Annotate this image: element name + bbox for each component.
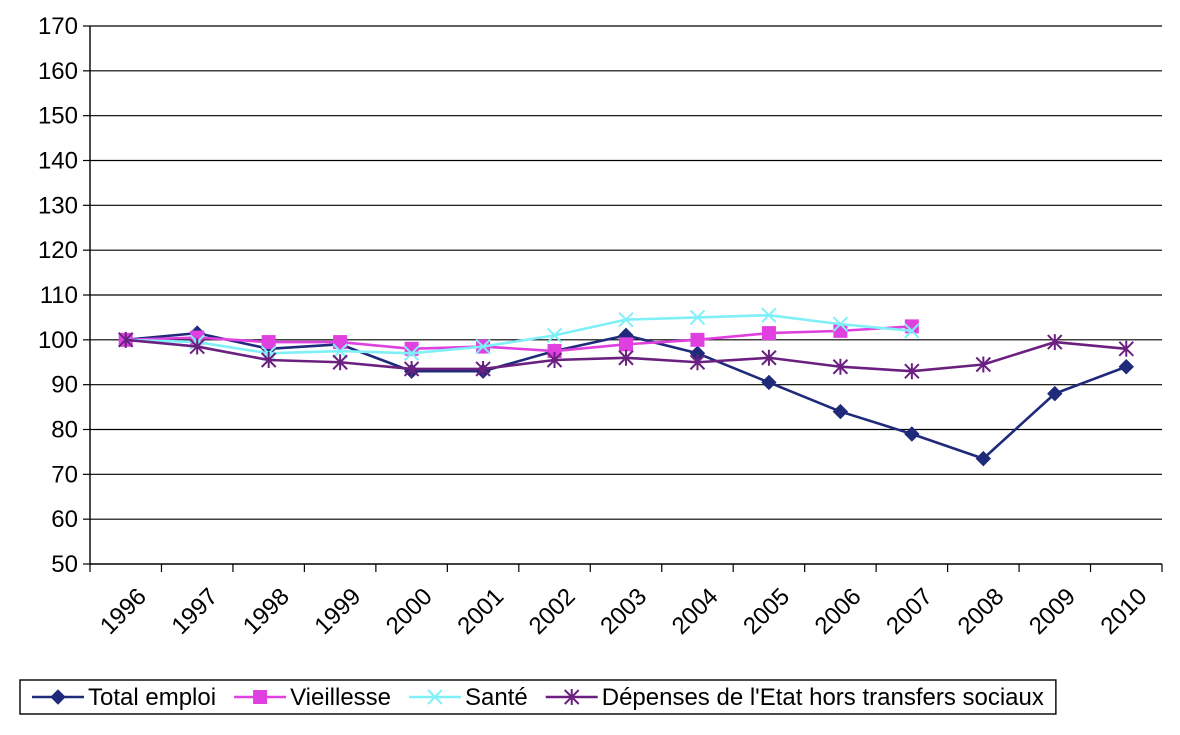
data-point [333,335,348,350]
data-point [118,331,134,348]
y-tick-label: 70 [51,461,78,488]
legend-label: Total emploi [88,684,216,711]
data-point [761,374,777,391]
x-tick-label: 2000 [381,583,438,640]
data-point [690,332,705,347]
legend-item: Santé [409,684,528,711]
data-point [761,349,777,366]
y-tick-label: 110 [40,282,78,309]
legend-frame [19,679,1057,715]
y-tick-label: 60 [51,506,78,533]
data-point [904,363,920,380]
legend-label: Vieillesse [290,684,391,711]
y-tick-label: 140 [38,148,78,175]
data-point [475,360,491,377]
gridlines [90,25,1162,520]
x-tick-label: 2010 [1096,583,1153,640]
data-point [618,311,634,328]
data-point [689,354,706,371]
legend: Total emploi Vieillesse Santé Dépenses de l… [19,679,1057,715]
data-point [975,450,992,467]
series-line [125,325,912,353]
y-tick-label: 50 [51,551,78,578]
data-point [546,327,563,344]
y-tick-label: 120 [38,237,78,264]
x-tick-label: 2006 [810,583,867,640]
legend-label: Dépenses de l'Etat hors transfers sociau… [602,684,1044,711]
data-point [253,690,268,704]
y-tick-label: 150 [38,103,78,130]
series-line [125,313,912,355]
x-axis-ticks: 1996 1997 1998 1999 2000 2001 2002 2003 2004 2005… [89,564,1163,640]
data-point [618,349,634,366]
x-tick-label: 1999 [309,583,366,640]
x-tick-label: 1997 [166,583,223,640]
x-tick-label: 2007 [881,583,938,640]
data-point [904,323,920,339]
x-tick-label: 2003 [595,583,652,640]
data-point [1118,359,1134,375]
y-tick-label: 170 [38,13,78,40]
data-point [189,338,205,355]
x-tick-label: 2009 [1024,583,1081,640]
data-point [1047,334,1063,351]
data-point [475,338,491,355]
y-tick-label: 90 [51,372,78,399]
data-point [689,309,706,326]
y-tick-label: 130 [38,192,78,219]
x-tick-label: 2008 [953,583,1010,640]
data-point [619,337,633,352]
x-tick-label: 2005 [738,583,795,640]
series-3 [118,331,1134,380]
data-point [403,360,420,377]
series [118,307,1134,467]
data-point [427,689,443,705]
data-point [332,354,348,371]
data-point [833,323,848,338]
y-tick-label: 160 [38,58,78,85]
data-point [260,352,277,369]
data-point [564,689,580,705]
series-2 [118,307,920,361]
y-tick-label: 80 [51,417,78,444]
data-point [832,403,849,420]
data-point [50,689,66,705]
data-point [832,358,849,375]
series-1 [118,319,919,359]
data-point [1047,385,1063,402]
data-point [832,316,849,332]
y-tick-label: 100 [38,327,78,354]
data-point [761,326,776,341]
data-point [761,307,777,323]
legend-label: Santé [465,684,528,711]
data-point [904,426,920,442]
legend-item: Dépenses de l'Etat hors transfers sociau… [545,684,1044,711]
data-point [546,352,563,369]
data-point [403,345,420,361]
x-tick-label: 1998 [238,583,295,640]
y-axis-ticks: 50 60 70 80 90 100 110 120 130 140 150 160 170 [38,13,90,578]
x-tick-label: 1996 [95,583,152,640]
data-point [1118,340,1134,357]
x-tick-label: 2001 [452,583,509,640]
data-point [332,343,348,359]
data-point [261,335,276,350]
legend-item: Total emploi [32,684,216,711]
x-tick-label: 2004 [667,583,724,640]
legend-item: Vieillesse [234,684,391,711]
x-tick-label: 2002 [524,583,581,640]
data-point [975,356,992,373]
